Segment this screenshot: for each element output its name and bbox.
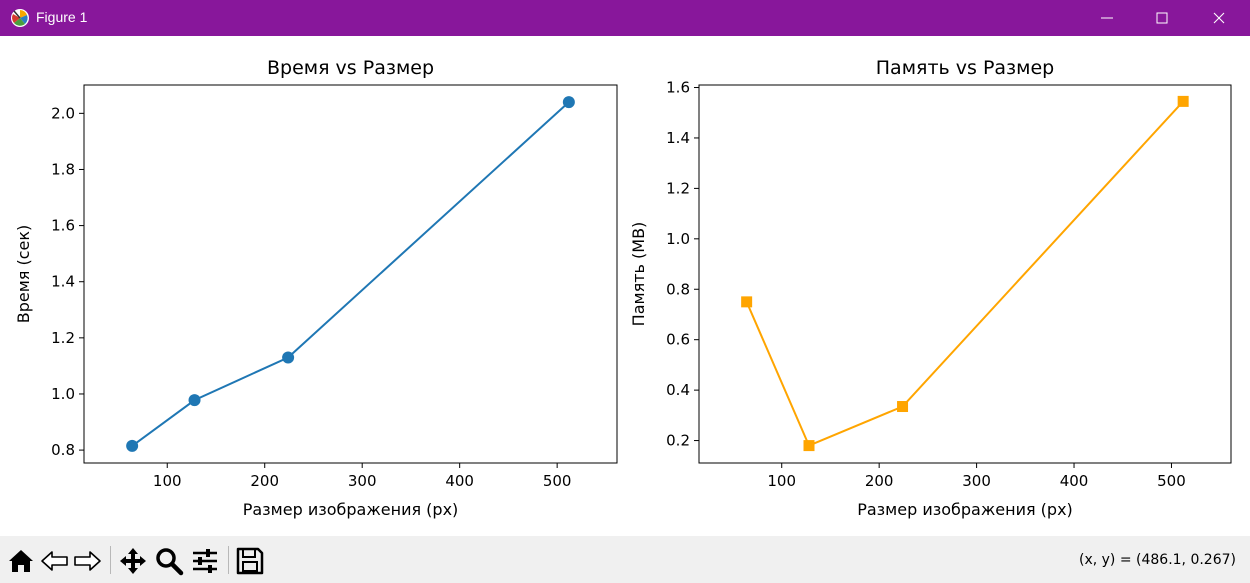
zoom-icon — [156, 548, 184, 576]
y-tick-label: 1.8 — [51, 160, 75, 178]
pan-icon — [120, 548, 146, 574]
figure-canvas[interactable]: Время vs Размер 100 200 300 400 500 0.8 1.0 1.2 1… — [0, 36, 1250, 536]
x-tick-label: 300 — [962, 472, 991, 490]
data-point — [282, 351, 295, 364]
x-tick-label: 400 — [1060, 472, 1089, 490]
y-axis-label: Память (MB) — [629, 222, 648, 327]
x-tick-label: 100 — [767, 472, 796, 490]
y-tick-label: 0.2 — [666, 432, 690, 450]
configure-subplots-icon — [193, 549, 217, 573]
y-tick-label: 1.6 — [666, 79, 690, 97]
x-tick-label: 100 — [153, 472, 182, 490]
data-point — [562, 96, 575, 109]
x-tick-label: 500 — [1157, 472, 1186, 490]
data-point — [1177, 95, 1189, 107]
toolbar-separator — [228, 546, 229, 574]
x-tick-label: 200 — [250, 472, 279, 490]
y-tick-label: 0.6 — [666, 331, 690, 349]
minimize-icon-glyph — [1101, 17, 1113, 19]
x-tick-label: 300 — [348, 472, 377, 490]
pan-button[interactable] — [118, 546, 148, 576]
home-button[interactable] — [6, 546, 36, 576]
axes-frame — [83, 84, 618, 464]
forward-arrow-icon — [74, 551, 101, 571]
y-tick-label: 0.4 — [666, 381, 690, 399]
x-tick-label: 200 — [865, 472, 894, 490]
data-point — [188, 394, 201, 407]
chart-title: Время vs Размер — [267, 57, 434, 79]
subplot-2: Память vs Размер 100 200 300 400 500 0.2 0.4 0.6… — [629, 57, 1232, 519]
configure-subplots-button[interactable] — [190, 546, 220, 576]
y-tick-label: 0.8 — [51, 441, 75, 459]
maximize-slot[interactable] — [1139, 0, 1185, 36]
forward-button[interactable] — [72, 546, 102, 576]
y-tick-label: 1.0 — [666, 230, 690, 248]
back-button[interactable] — [40, 546, 70, 576]
figure-svg: Время vs Размер 100 200 300 400 500 0.8 1.0 1.2 1… — [14, 57, 1232, 519]
maximize-icon — [1156, 12, 1168, 24]
y-tick-label: 1.6 — [51, 217, 75, 235]
window-title: Figure 1 — [36, 9, 88, 25]
matplotlib-icon — [10, 8, 30, 28]
y-tick-label: 1.4 — [51, 273, 75, 291]
home-icon — [9, 550, 33, 572]
y-tick-label: 2.0 — [51, 104, 75, 122]
x-axis-label: Размер изображения (px) — [857, 500, 1073, 519]
subplot-1: Время vs Размер 100 200 300 400 500 0.8 1.0 1.2 1… — [14, 57, 618, 519]
chart-title: Память vs Размер — [876, 57, 1054, 79]
close-button[interactable] — [1196, 0, 1242, 36]
x-tick-label: 400 — [445, 472, 474, 490]
save-button[interactable] — [235, 546, 265, 576]
axes-frame — [698, 84, 1232, 464]
navigation-toolbar: (x, y) = (486.1, 0.267) — [0, 536, 1250, 583]
close-icon — [1213, 12, 1225, 24]
data-point — [897, 401, 909, 413]
y-tick-label: 0.8 — [666, 280, 690, 298]
zoom-button[interactable] — [154, 546, 184, 576]
series-line — [745, 100, 1184, 447]
save-icon — [236, 547, 264, 575]
back-arrow-icon — [41, 551, 68, 571]
data-point — [126, 439, 139, 452]
y-tick-label: 1.4 — [666, 129, 690, 147]
data-point — [741, 296, 753, 308]
minimize-slot[interactable] — [1084, 0, 1130, 36]
y-axis-label: Время (сек) — [14, 225, 33, 324]
x-tick-label: 500 — [543, 472, 572, 490]
series-line — [131, 101, 570, 447]
y-tick-label: 1.2 — [51, 329, 75, 347]
data-point — [803, 440, 815, 452]
y-tick-label: 1.0 — [51, 385, 75, 403]
toolbar-separator — [110, 546, 111, 574]
y-tick-label: 1.2 — [666, 179, 690, 197]
x-axis-label: Размер изображения (px) — [243, 500, 459, 519]
cursor-coordinates: (x, y) = (486.1, 0.267) — [1078, 552, 1236, 568]
window-titlebar: Figure 1 — [0, 0, 1250, 36]
